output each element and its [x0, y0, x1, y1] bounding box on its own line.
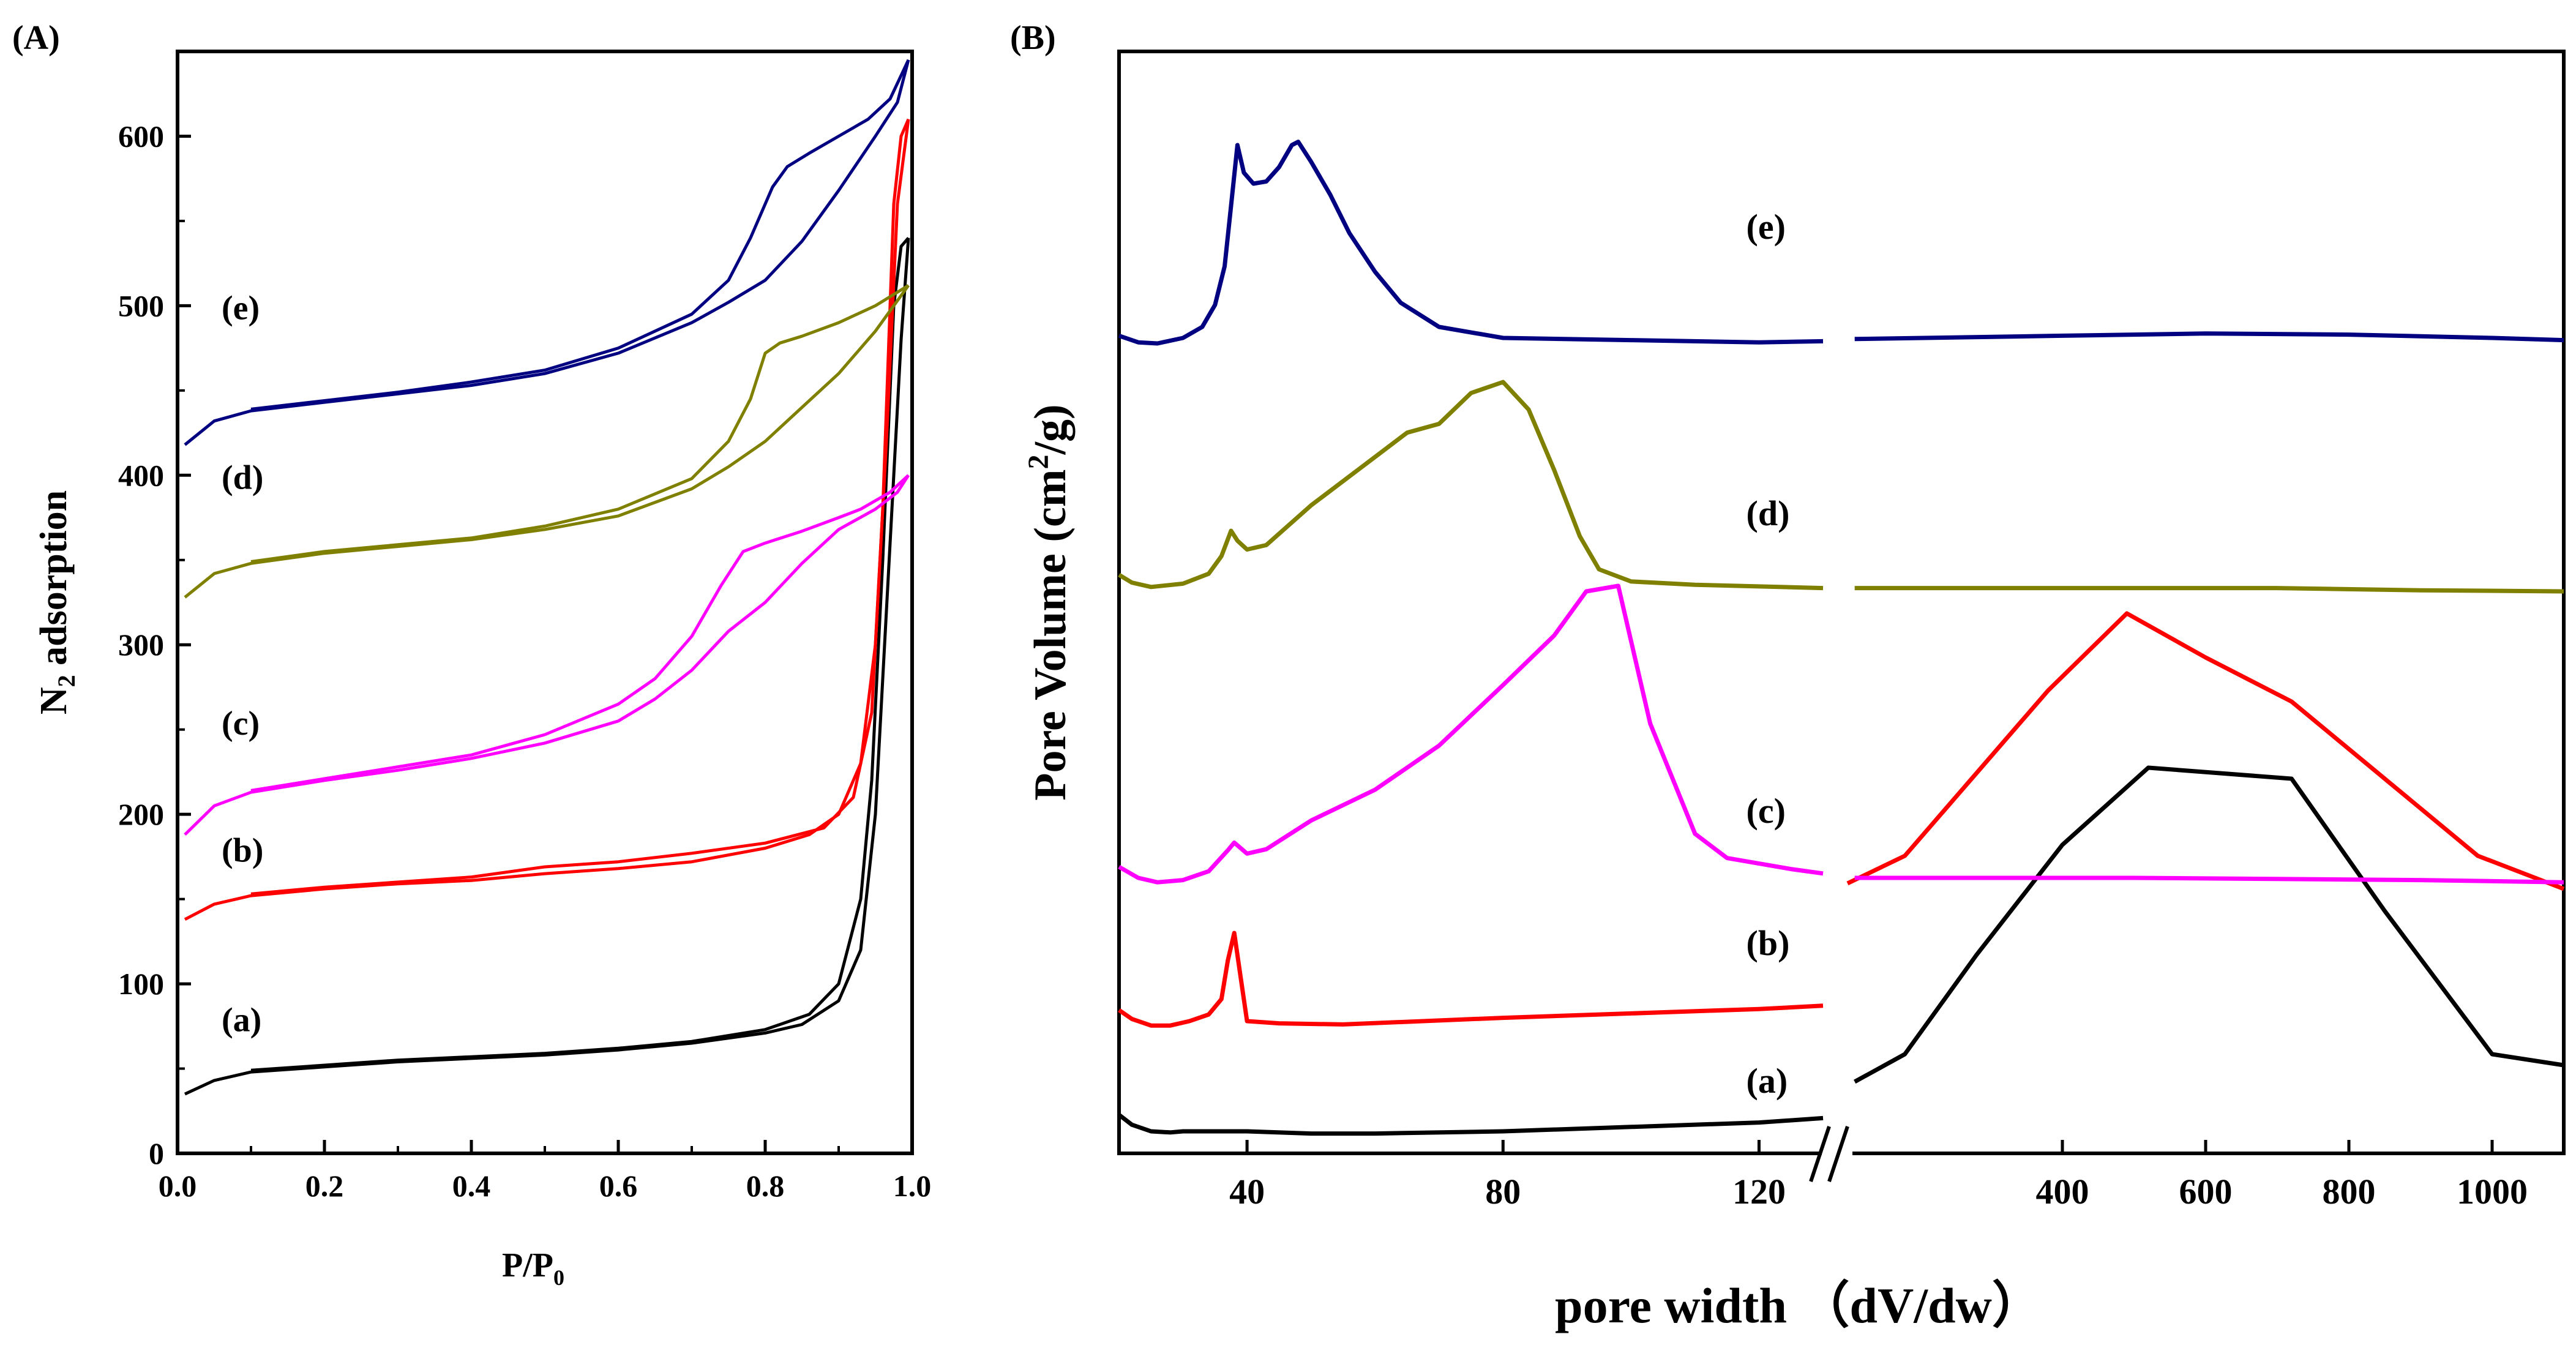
- panel-b-left-x-tick-label: 40: [1229, 1172, 1265, 1212]
- panel-b-y-axis-label-rest: /g): [1025, 404, 1076, 455]
- axis-break-slash-1: [1809, 1126, 1831, 1182]
- panel-b-plot-frame: [1117, 50, 2566, 1155]
- panel-a-x-axis-label-subscript: 0: [553, 1265, 564, 1290]
- panel-b-series-e-right-line: [1854, 331, 2564, 343]
- panel-a-annotation-c: (c): [222, 705, 260, 743]
- panel-b-right-x-tick-label: 400: [2036, 1172, 2089, 1212]
- panel-a-x-tick-label: 0.4: [452, 1169, 491, 1203]
- panel-b-annotation-d: (d): [1747, 493, 1790, 533]
- panel-b-series-b-left-line: [1118, 931, 1824, 1028]
- panel-b-series-d-right-line: [1854, 586, 2564, 594]
- panel-b-annotations: (a) (b) (c) (d) (e): [1747, 207, 1790, 1101]
- panel-a-series-a-adsorption-line: [184, 238, 910, 1096]
- panel-a-x-axis-label-main: P/P: [502, 1246, 553, 1284]
- panel-b-x-axis-label: pore width （dV/dw）: [1555, 1278, 2042, 1333]
- panel-a-y-tick-label: 500: [118, 288, 164, 323]
- panel-b-y-axis-label-superscript: 2: [1022, 455, 1055, 470]
- panel-a: (A) 0.0 0.2 0.4 0.6 0.8 1.0 0 100 200 300 400 500 60…: [12, 19, 931, 1290]
- panel-a-annotation-d: (d): [222, 459, 263, 496]
- panel-b-annotation-a: (a): [1747, 1061, 1788, 1101]
- panel-a-y-tick-label: 400: [118, 458, 164, 492]
- panel-a-y-tick-label: 100: [118, 967, 164, 1001]
- panel-b-right-x-tick-label: 1000: [2457, 1172, 2528, 1212]
- panel-a-label: (A): [12, 19, 60, 57]
- panel-a-series: [184, 59, 910, 1096]
- panel-a-x-tick-label: 0.8: [746, 1169, 785, 1203]
- panel-b-series-c-left-line: [1118, 583, 1824, 885]
- panel-a-y-tick-label: 600: [118, 119, 164, 153]
- panel-b-left-x-tick-label: 120: [1732, 1172, 1786, 1212]
- panel-a-series-e-adsorption-line: [184, 59, 910, 446]
- panel-b-left-x-tick-label: 80: [1485, 1172, 1521, 1212]
- panel-a-series-c-desorption-line: [250, 474, 910, 792]
- panel-a-y-tick-label: 0: [149, 1136, 164, 1171]
- panel-a-annotation-b: (b): [222, 832, 263, 870]
- panel-b-annotation-b: (b): [1747, 923, 1790, 963]
- panel-a-annotations: (a) (b) (c) (d) (e): [222, 290, 263, 1039]
- panel-a-x-tick-label: 1.0: [893, 1169, 932, 1203]
- panel-b-series-d-left-line: [1118, 380, 1824, 591]
- panel-b-series-a-left-line: [1117, 1113, 1824, 1136]
- panel-b-annotation-e: (e): [1747, 207, 1786, 247]
- axis-break-slash-2: [1827, 1126, 1849, 1182]
- panel-a-series-c-adsorption-line: [184, 474, 910, 836]
- panel-b-series-a-right-line: [1854, 765, 2564, 1084]
- panel-a-annotation-a: (a): [222, 1002, 261, 1039]
- panel-b-y-axis-label: Pore Volume (cm2/g): [1022, 404, 1076, 800]
- panel-a-series-b-desorption-line: [250, 118, 910, 896]
- panel-b-series: [1117, 140, 2565, 1136]
- panel-a-y-axis-label-subscript: 2: [53, 675, 80, 687]
- panel-b-ticks: 40 80 120 400 600 800 1000: [1229, 1140, 2528, 1212]
- panel-b: (B) 40 80 120 400 600 800 1000 (a) (b) (c) (d) (e)…: [1010, 19, 2566, 1333]
- panel-a-y-axis-label: N2 adsorption: [33, 490, 80, 714]
- panel-a-series-d-desorption-line: [250, 284, 910, 563]
- axis-break-marker: [1809, 1126, 1852, 1182]
- panel-b-label: (B): [1010, 19, 1056, 57]
- panel-a-x-tick-label: 0.2: [305, 1169, 344, 1203]
- panel-a-annotation-e: (e): [222, 290, 260, 328]
- panel-b-right-x-tick-label: 600: [2179, 1172, 2233, 1212]
- panel-a-x-tick-label: 0.0: [159, 1169, 197, 1203]
- panel-a-series-b-adsorption-line: [184, 119, 910, 921]
- panel-a-y-tick-label: 300: [118, 627, 164, 662]
- panel-a-x-axis-label: P/P0: [502, 1246, 564, 1290]
- panel-b-right-x-tick-label: 800: [2323, 1172, 2376, 1212]
- panel-b-series-e-left-line: [1118, 140, 1824, 346]
- panel-a-y-tick-label: 200: [118, 797, 164, 831]
- panel-a-series-e-desorption-line: [250, 59, 910, 411]
- panel-a-y-axis-label-main: N: [33, 687, 75, 714]
- panel-a-x-tick-label: 0.6: [599, 1169, 638, 1203]
- panel-b-annotation-c: (c): [1747, 791, 1786, 831]
- panel-b-y-axis-label-main: Pore Volume (cm: [1025, 470, 1076, 801]
- panel-a-ticks: 0.0 0.2 0.4 0.6 0.8 1.0 0 100 200 300 400 500 600: [118, 119, 931, 1203]
- panel-a-series-d-adsorption-line: [184, 284, 910, 599]
- panel-a-y-axis-label-rest: adsorption: [33, 490, 75, 675]
- panel-b-series-c-right-line: [1854, 875, 2564, 885]
- panel-b-series-b-right-line: [1846, 611, 2565, 891]
- panel-a-plot-frame: [176, 50, 914, 1155]
